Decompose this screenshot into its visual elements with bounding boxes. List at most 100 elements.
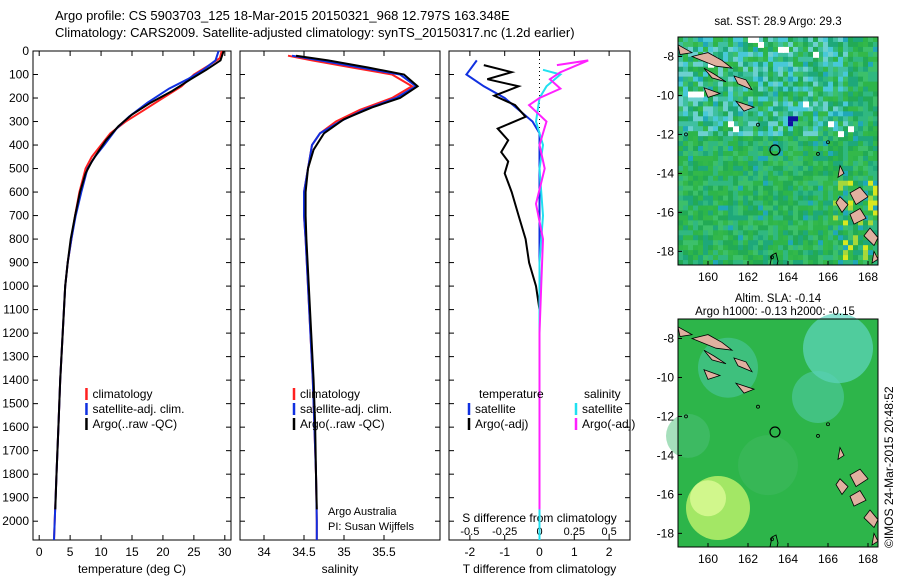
sst-cell (828, 185, 834, 191)
sst-cell (813, 200, 819, 206)
sst-cell (803, 41, 809, 48)
sst-cell (758, 136, 764, 142)
sla-blob (698, 337, 758, 398)
sst-cell (708, 131, 714, 137)
sst-cell (758, 106, 764, 112)
y-tick-label: 1600 (2, 420, 29, 434)
sst-cell (848, 255, 854, 261)
sst-cell (743, 126, 749, 132)
sst-cell (863, 245, 869, 251)
series-line (534, 68, 563, 540)
sst-cell (683, 230, 689, 236)
sst-cell (798, 46, 804, 53)
sst-cell (743, 91, 749, 97)
sst-cell (793, 220, 799, 226)
sst-cell (798, 76, 804, 82)
sst-cell (818, 160, 824, 167)
sst-cell (733, 260, 739, 266)
sst-cell (763, 215, 769, 221)
y-tick-label: 500 (9, 162, 29, 176)
sst-cell (818, 245, 824, 251)
sst-cell (838, 215, 844, 221)
sst-cell (868, 245, 874, 251)
sst-cell (813, 71, 819, 77)
sst-cell (743, 235, 749, 241)
sst-cell (788, 170, 794, 177)
sst-cell (768, 111, 774, 117)
sst-cell (733, 220, 739, 226)
sst-cell (728, 210, 734, 216)
sst-cell (833, 41, 839, 48)
sst-cell (703, 250, 709, 256)
sst-cell (818, 71, 824, 77)
sst-cell (848, 195, 854, 201)
sst-cell (678, 165, 684, 172)
sst-cell (778, 61, 784, 68)
sst-cell (773, 170, 779, 177)
sst-cell (678, 131, 684, 137)
sst-cell (703, 76, 709, 82)
missing-cell (748, 37, 754, 43)
sst-cell (763, 255, 769, 261)
sst-cell (683, 185, 689, 191)
sst-cell (733, 41, 739, 48)
sst-cell (813, 41, 819, 48)
sst-cell (678, 121, 684, 127)
sla-blob (690, 480, 726, 517)
sst-cell (848, 205, 854, 211)
sst-cell (818, 240, 824, 246)
island (690, 334, 734, 351)
x-tick-label: 25 (187, 545, 201, 559)
sst-cell (873, 165, 879, 172)
sst-cell (708, 121, 714, 127)
sst-cell (793, 240, 799, 246)
sst-cell (833, 91, 839, 97)
sst-cell (778, 225, 784, 231)
sst-cell (823, 225, 829, 231)
argo-location-marker (769, 144, 781, 156)
sst-cell (833, 190, 839, 196)
sst-cell (828, 37, 834, 43)
sst-cell (723, 175, 729, 182)
sst-cell (833, 200, 839, 206)
sst-cell (833, 51, 839, 58)
sst-cell (838, 141, 844, 147)
sst-cell (863, 240, 869, 246)
y-tick-label: 1200 (2, 326, 29, 340)
sst-cell (838, 225, 844, 231)
sst-cell (843, 81, 849, 87)
sst-cell (833, 155, 839, 162)
sst-cell (773, 106, 779, 112)
sst-cell (788, 220, 794, 226)
sst-cell (693, 210, 699, 216)
sst-cell (743, 86, 749, 92)
sst-cell (728, 141, 734, 147)
missing-cell (698, 91, 704, 98)
sst-cell (708, 86, 714, 92)
sst-cell (848, 185, 854, 191)
sst-cell (808, 146, 814, 152)
sst-cell (748, 101, 754, 107)
sst-cell (713, 116, 719, 122)
sst-cell (703, 210, 709, 216)
sst-cell (798, 111, 804, 117)
sst-cell (698, 101, 704, 107)
sst-cell (873, 175, 879, 182)
sst-cell (848, 121, 854, 127)
sst-cell (763, 56, 769, 63)
sst-cell (853, 250, 859, 256)
sst-cell (783, 66, 789, 72)
sst-cell (733, 215, 739, 221)
sst-cell (833, 235, 839, 241)
sst-cell (873, 185, 879, 191)
sst-cell (788, 96, 794, 102)
sst-cell (848, 155, 854, 162)
sst-cell (718, 96, 724, 102)
sst-cell (743, 200, 749, 206)
island (849, 186, 869, 206)
sst-cell (828, 106, 834, 112)
sst-cell (823, 37, 829, 43)
sst-cell (773, 195, 779, 201)
sst-cell (718, 250, 724, 256)
sst-cell (758, 71, 764, 77)
